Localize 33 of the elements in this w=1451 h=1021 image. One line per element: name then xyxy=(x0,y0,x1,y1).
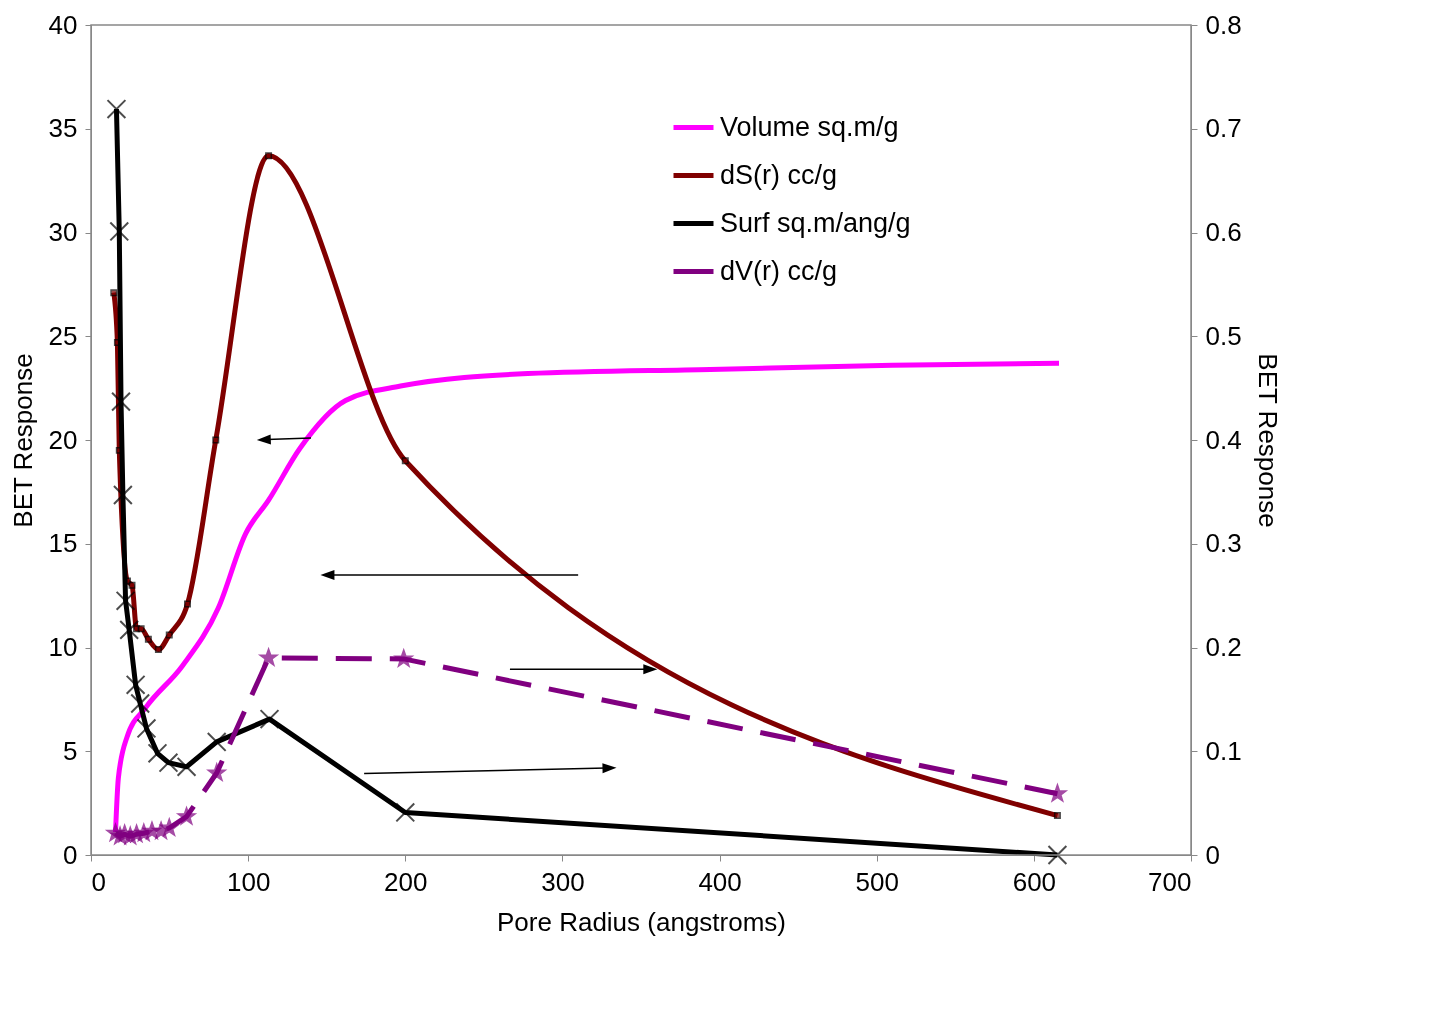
x-tick-label: 500 xyxy=(855,866,899,897)
y-tick-label: 25 xyxy=(48,320,78,351)
y-tick-label: 30 xyxy=(48,217,78,247)
y-axis-title: BET Response xyxy=(7,353,38,528)
y2-tick-label: 0.4 xyxy=(1205,424,1242,455)
y2-tick-label: 0.6 xyxy=(1205,217,1242,247)
y-tick-label: 35 xyxy=(48,113,78,144)
x-tick-label: 600 xyxy=(1012,866,1057,897)
x-tick-label: 300 xyxy=(541,866,585,897)
x-tick-label: 400 xyxy=(698,866,742,897)
x-tick-label: 100 xyxy=(226,866,271,897)
y-tick-label: 10 xyxy=(48,632,78,662)
y2-tick-label: 0.1 xyxy=(1205,735,1242,766)
y2-tick-label: 0.8 xyxy=(1205,9,1242,40)
legend-label: Surf sq.m/ang/g xyxy=(720,207,911,238)
y2-tick-label: 0.2 xyxy=(1205,632,1242,662)
x-tick-label: 200 xyxy=(384,866,428,897)
y-tick-label: 5 xyxy=(63,735,78,766)
y-tick-label: 0 xyxy=(63,839,78,870)
x-tick-label: 700 xyxy=(1148,866,1192,897)
y2-axis-title: BET Response xyxy=(1252,353,1283,528)
y-tick-label: 15 xyxy=(48,528,78,559)
y-tick-label: 20 xyxy=(48,424,78,455)
y2-tick-label: 0.7 xyxy=(1205,113,1242,144)
y-tick-label: 40 xyxy=(48,9,78,40)
x-axis-title: Pore Radius (angstroms) xyxy=(497,906,786,937)
legend-label: dS(r) cc/g xyxy=(720,159,838,190)
y2-tick-label: 0.3 xyxy=(1205,528,1242,559)
legend-label: Volume sq.m/g xyxy=(720,111,899,142)
y2-tick-label: 0.5 xyxy=(1205,320,1242,351)
legend-label: dV(r) cc/g xyxy=(720,255,838,286)
x-tick-label: 0 xyxy=(91,866,106,897)
y2-tick-label: 0 xyxy=(1205,839,1220,870)
